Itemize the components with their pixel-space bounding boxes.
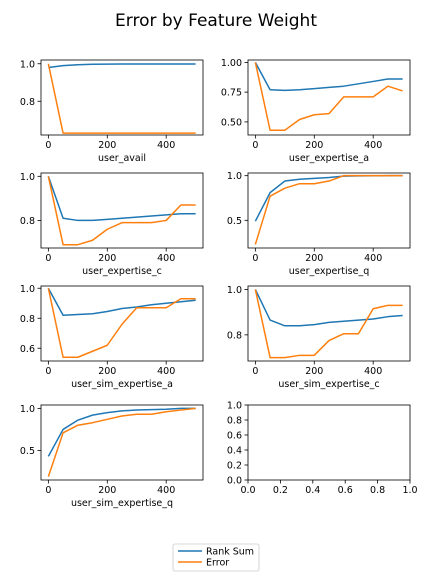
- y-tick-label: 0.5: [20, 446, 35, 457]
- x-tick-label: 200: [305, 366, 323, 377]
- x-axis-label: user_expertise_c: [82, 266, 162, 277]
- x-axis-label: user_expertise_a: [289, 153, 369, 164]
- series-group: [47, 287, 196, 358]
- series-line-rank-sum: [254, 289, 403, 327]
- series-line-error: [254, 289, 403, 359]
- axes-frame: [40, 285, 204, 362]
- x-tick-label: 0: [45, 253, 51, 264]
- y-tick-label: 0.5: [227, 216, 242, 227]
- x-tick-label: 0.0: [240, 485, 255, 496]
- x-tick-label: 0.8: [370, 485, 385, 496]
- x-tick-label: 0.4: [305, 485, 320, 496]
- x-tick-label: 400: [364, 140, 382, 151]
- x-tick-label: 200: [98, 253, 116, 264]
- axes-frame: [247, 59, 411, 136]
- y-tick-label: 0.4: [227, 446, 242, 457]
- figure-title: Error by Feature Weight: [115, 11, 317, 31]
- x-axis-label: user_avail: [98, 153, 146, 164]
- legend-label-rank-sum: Rank Sum: [206, 547, 254, 558]
- x-tick-label: 200: [98, 485, 116, 496]
- subplot-1: 0 200 400 0.8 1.0 user_avail: [20, 59, 204, 164]
- series-line-error: [254, 174, 403, 245]
- y-tick-label: 1.0: [20, 172, 35, 183]
- x-tick-label: 400: [157, 253, 175, 264]
- series-group: [47, 63, 196, 134]
- x-tick-label: 400: [157, 140, 175, 151]
- axes-frame: [40, 404, 204, 481]
- x-axis-label: user_sim_expertise_a: [71, 379, 173, 390]
- y-tick-label: 1.00: [221, 58, 242, 69]
- x-tick-label: 0: [252, 253, 258, 264]
- axes-frame: [247, 404, 411, 481]
- series-line-rank-sum: [47, 287, 196, 316]
- series-line-rank-sum: [47, 407, 196, 457]
- series-group: [254, 62, 403, 131]
- y-tick-label: 1.0: [20, 284, 35, 295]
- x-tick-label: 200: [305, 140, 323, 151]
- x-tick-label: 200: [98, 366, 116, 377]
- x-tick-label: 0: [45, 140, 51, 151]
- series-group: [254, 289, 403, 359]
- y-tick-label: 0.2: [227, 461, 242, 472]
- y-tick-label: 1.0: [20, 59, 35, 70]
- series-group: [47, 176, 196, 246]
- x-tick-label: 0.2: [273, 485, 288, 496]
- axes-frame: [40, 59, 204, 136]
- x-axis-label: user_expertise_q: [289, 266, 370, 277]
- subplot-2: 0 200 400 0.50 0.75 1.00 user_expertise_a: [221, 58, 411, 164]
- subplot-8: 0.0 0.2 0.4 0.6 0.8 1.0 0.0 0.2 0.4 0.6 0.8 1.0: [227, 401, 418, 497]
- subplot-7: 0 200 400 0.5 1.0 user_sim_expertise_q: [20, 404, 204, 509]
- axes-frame: [247, 285, 411, 362]
- series-line-error: [47, 288, 196, 358]
- series-line-rank-sum: [254, 174, 403, 222]
- x-tick-label: 0: [252, 366, 258, 377]
- x-tick-label: 1.0: [402, 485, 417, 496]
- series-line-rank-sum: [47, 176, 196, 222]
- x-axis-label: user_sim_expertise_c: [278, 379, 379, 390]
- axes-frame: [247, 172, 411, 249]
- subplot-3: 0 200 400 0.8 1.0 user_expertise_c: [20, 172, 204, 277]
- y-tick-label: 0.8: [227, 330, 242, 341]
- y-tick-label: 0.8: [20, 97, 35, 108]
- y-tick-label: 1.0: [227, 285, 242, 296]
- y-tick-label: 0.8: [227, 416, 242, 427]
- y-tick-label: 0.50: [221, 117, 242, 128]
- x-tick-label: 400: [157, 366, 175, 377]
- x-tick-label: 400: [364, 366, 382, 377]
- x-tick-label: 400: [157, 485, 175, 496]
- y-tick-label: 0.75: [221, 88, 242, 99]
- y-tick-label: 1.0: [20, 404, 35, 415]
- axes-frame: [40, 172, 204, 249]
- x-axis-label: user_sim_expertise_q: [71, 498, 173, 509]
- y-tick-label: 0.6: [227, 431, 242, 442]
- series-line-rank-sum: [254, 62, 403, 92]
- x-tick-label: 400: [364, 253, 382, 264]
- series-group: [47, 407, 196, 477]
- x-tick-label: 0: [45, 366, 51, 377]
- series-line-error: [47, 407, 196, 477]
- subplot-5: 0 200 400 0.6 0.8 1.0 user_sim_expertise_a: [20, 284, 204, 390]
- series-line-error: [254, 62, 403, 131]
- x-tick-label: 200: [98, 140, 116, 151]
- y-tick-label: 1.0: [227, 171, 242, 182]
- x-tick-label: 0: [45, 485, 51, 496]
- subplot-6: 0 200 400 0.8 1.0 user_sim_expertise_c: [227, 285, 411, 390]
- y-tick-label: 0.8: [20, 216, 35, 227]
- y-tick-label: 0.6: [20, 344, 35, 355]
- series-line-error: [47, 176, 196, 246]
- legend-label-error: Error: [206, 558, 229, 569]
- x-tick-label: 200: [305, 253, 323, 264]
- x-tick-label: 0.6: [338, 485, 353, 496]
- y-tick-label: 0.0: [227, 476, 242, 487]
- y-tick-label: 1.0: [227, 401, 242, 412]
- subplot-4: 0 200 400 0.5 1.0 user_expertise_q: [227, 171, 411, 277]
- y-tick-label: 0.8: [20, 314, 35, 325]
- series-line-error: [47, 63, 196, 134]
- x-tick-label: 0: [252, 140, 258, 151]
- legend: Rank Sum Error: [172, 543, 260, 572]
- series-line-rank-sum: [48, 63, 196, 69]
- series-group: [254, 174, 403, 245]
